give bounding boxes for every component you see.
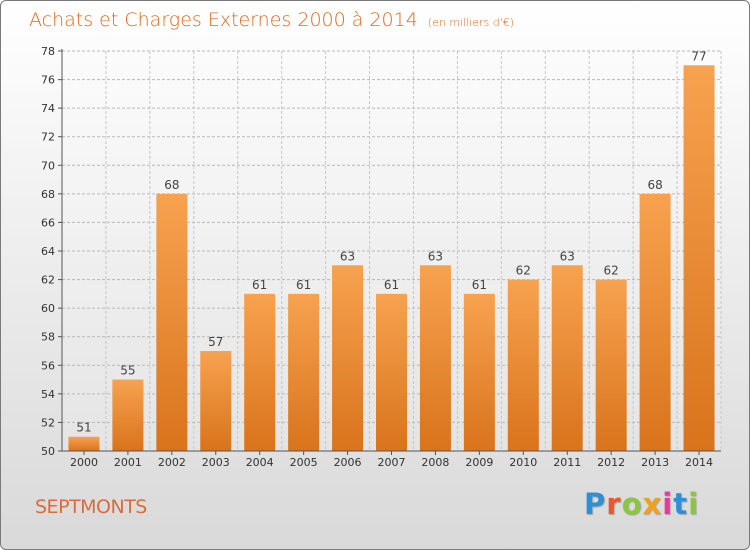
y-tick-label: 56: [41, 359, 55, 372]
x-tick-label: 2006: [334, 456, 362, 469]
bar-value-label: 51: [76, 421, 91, 435]
proxiti-logo: Proxiti: [584, 487, 699, 521]
bar: [112, 379, 144, 451]
logo-letter: i: [662, 487, 674, 521]
bar-value-label: 61: [472, 278, 487, 292]
y-tick-label: 66: [41, 216, 55, 229]
x-tick-label: 2014: [685, 456, 713, 469]
x-tick-label: 2001: [114, 456, 142, 469]
bar-value-label: 62: [516, 264, 531, 278]
chart-title-text: Achats et Charges Externes 2000 à 2014: [29, 9, 418, 31]
bar-value-label: 77: [691, 49, 706, 63]
x-tick-label: 2007: [378, 456, 406, 469]
bar-value-label: 55: [120, 364, 135, 378]
y-tick-label: 74: [41, 102, 55, 115]
logo-letter: i: [688, 487, 700, 521]
logo-letter: o: [621, 487, 643, 521]
bar: [244, 293, 276, 451]
x-tick-label: 2010: [509, 456, 537, 469]
bar: [551, 265, 583, 451]
bar: [683, 65, 715, 452]
logo-letter: x: [642, 487, 663, 521]
x-tick-label: 2011: [553, 456, 581, 469]
y-tick-label: 58: [41, 331, 55, 344]
y-tick-label: 50: [41, 445, 55, 458]
bar: [200, 351, 232, 451]
x-tick-label: 2013: [641, 456, 669, 469]
bar: [595, 279, 627, 451]
bar: [156, 193, 188, 451]
y-tick-label: 70: [41, 159, 55, 172]
logo-letter: t: [673, 487, 689, 521]
y-tick-label: 54: [41, 388, 55, 401]
bar-value-label: 57: [208, 335, 223, 349]
bar-value-label: 63: [340, 249, 355, 263]
y-tick-label: 78: [41, 45, 55, 58]
x-tick-label: 2000: [70, 456, 98, 469]
bar-value-label: 68: [647, 178, 662, 192]
bar: [332, 265, 364, 451]
bar: [419, 265, 451, 451]
bar: [376, 293, 407, 451]
chart-unit: (en milliers d'€): [427, 16, 515, 29]
y-tick-label: 62: [41, 274, 55, 287]
y-tick-label: 52: [41, 416, 55, 429]
y-tick-label: 64: [41, 245, 55, 258]
bar: [288, 293, 320, 451]
bar-value-label: 61: [252, 278, 267, 292]
x-tick-label: 2003: [202, 456, 230, 469]
bar-value-label: 63: [428, 249, 443, 263]
x-tick-label: 2009: [465, 456, 493, 469]
logo-letter: P: [584, 487, 607, 521]
x-tick-label: 2004: [246, 456, 274, 469]
bar-value-label: 61: [296, 278, 311, 292]
bar-value-label: 62: [604, 264, 619, 278]
bar: [68, 436, 100, 451]
bar-value-label: 63: [560, 249, 575, 263]
y-tick-label: 76: [41, 74, 55, 87]
logo-letter: r: [606, 487, 622, 521]
bar: [639, 193, 671, 451]
bar: [507, 279, 539, 451]
x-tick-label: 2012: [597, 456, 625, 469]
x-tick-label: 2002: [158, 456, 186, 469]
y-tick-label: 68: [41, 188, 55, 201]
y-tick-label: 60: [41, 302, 55, 315]
x-tick-label: 2008: [421, 456, 449, 469]
chart-title: Achats et Charges Externes 2000 à 2014 (e…: [29, 9, 514, 31]
bar-value-label: 68: [164, 178, 179, 192]
y-tick-label: 72: [41, 131, 55, 144]
commune-name: SEPTMONTS: [35, 496, 147, 518]
bar-value-label: 61: [384, 278, 399, 292]
bar: [463, 293, 495, 451]
x-tick-label: 2005: [290, 456, 318, 469]
